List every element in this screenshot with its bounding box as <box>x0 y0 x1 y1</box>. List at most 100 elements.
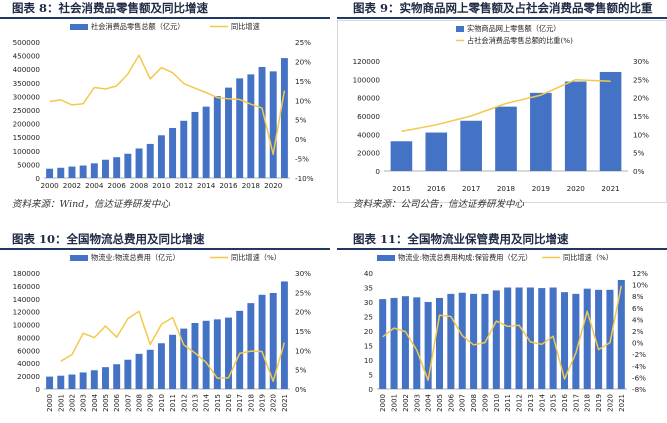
x-tick-label: 2007 <box>124 394 132 412</box>
bar <box>583 288 591 389</box>
left-tick-label: 40000 <box>17 359 40 368</box>
legend-label: 实物商品网上零售额（亿元） <box>467 24 560 33</box>
x-tick-label: 2002 <box>68 394 76 412</box>
x-tick-label: 2015 <box>392 184 410 193</box>
bar <box>102 367 109 389</box>
left-tick-label: 0 <box>35 385 40 394</box>
left-tick-label: 450000 <box>13 52 41 61</box>
legend-label: 占社会消费品零售总额的比重(%) <box>467 36 573 45</box>
left-tick-label: 160000 <box>13 282 41 291</box>
left-tick-label: 50000 <box>17 160 40 169</box>
x-tick-label: 2014 <box>538 393 546 411</box>
bar <box>90 370 98 389</box>
bar <box>280 58 288 178</box>
bar <box>68 374 76 389</box>
bar <box>401 296 409 389</box>
left-tick-label: 140000 <box>13 295 41 304</box>
x-tick-label: 2020 <box>270 394 278 412</box>
legend-label: 同比增速（%） <box>563 253 613 262</box>
bar <box>236 78 244 178</box>
legend-swatch-bar <box>70 255 88 261</box>
left-tick-label: 150000 <box>13 133 41 142</box>
x-tick-label: 2006 <box>447 393 455 411</box>
left-tick-label: 100000 <box>13 321 41 330</box>
x-tick-label: 2021 <box>618 394 626 412</box>
bar <box>180 328 188 389</box>
right-tick-label: -2% <box>632 350 646 359</box>
chart-title: 图表 10：全国物流总费用及同比增速 <box>0 231 330 250</box>
bar <box>57 375 65 389</box>
left-tick-label: 120000 <box>13 308 41 317</box>
right-tick-label: 20% <box>633 94 649 103</box>
bar <box>202 106 210 178</box>
right-tick-label: 30% <box>295 269 311 278</box>
right-tick-label: 8% <box>632 292 644 301</box>
right-tick-label: 15% <box>295 77 311 86</box>
bar <box>79 165 87 178</box>
bar <box>247 74 255 178</box>
bar <box>258 294 266 389</box>
x-tick-label: 2001 <box>57 394 65 412</box>
x-tick-label: 2002 <box>63 181 81 190</box>
x-tick-label: 2018 <box>247 394 255 412</box>
x-tick-label: 2020 <box>567 184 586 193</box>
x-tick-label: 2008 <box>470 394 478 412</box>
x-tick-label: 2006 <box>113 393 121 411</box>
chart-title: 图表 11：全国物流业保管费用及同比增速 <box>337 231 667 250</box>
bar <box>560 292 569 389</box>
bar <box>90 163 98 178</box>
chart-title: 图表 8：社会消费品零售额及同比增速 <box>0 0 330 19</box>
bar <box>247 303 255 389</box>
x-tick-label: 2002 <box>402 394 410 412</box>
right-tick-label: 15% <box>295 327 311 336</box>
legend-swatch-bar <box>377 255 395 261</box>
x-tick-label: 2011 <box>169 394 177 412</box>
left-tick-label: 0 <box>375 167 380 176</box>
x-tick-label: 2011 <box>504 394 512 412</box>
right-tick-label: 10% <box>295 346 311 355</box>
bar <box>280 281 288 389</box>
bar <box>225 317 232 389</box>
bar <box>57 167 65 178</box>
x-tick-label: 2014 <box>197 181 216 190</box>
bar <box>113 364 121 389</box>
x-tick-label: 2004 <box>85 181 104 190</box>
bar <box>169 127 177 178</box>
x-tick-label: 2005 <box>102 394 110 412</box>
left-tick-label: 250000 <box>13 106 41 115</box>
right-tick-label: -10% <box>295 174 314 183</box>
x-tick-label: 2013 <box>191 394 199 412</box>
x-tick-label: 2005 <box>436 394 444 412</box>
bar <box>425 132 448 171</box>
right-tick-label: 15% <box>633 112 649 121</box>
bar <box>135 353 143 389</box>
bar <box>102 159 109 178</box>
right-tick-label: 2% <box>632 327 644 336</box>
panel-online-retail: 图表 9：实物商品网上零售额及占社会消费品零售额的比重 0 20000 40000 6… <box>337 0 667 210</box>
legend-label: 社会消费品零售总额（亿元） <box>91 22 184 31</box>
legend-label: 物流业:物流总费用构成:保管费用（亿元） <box>398 253 532 262</box>
x-tick-label: 2018 <box>497 184 516 193</box>
panel-logistics-cost: 图表 10：全国物流总费用及同比增速 0 20000 40000 60000 80000… <box>0 231 330 423</box>
x-tick-label: 2018 <box>242 181 261 190</box>
x-tick-label: 2009 <box>147 394 155 412</box>
right-tick-label: 6% <box>632 304 644 313</box>
bar <box>46 376 54 389</box>
left-tick-label: 35 <box>364 284 373 293</box>
x-tick-label: 2010 <box>152 181 171 190</box>
x-tick-label: 2021 <box>601 184 619 193</box>
bar <box>113 157 121 178</box>
chart-source: 资料来源：Wind，信达证券研发中心 <box>12 199 170 210</box>
left-tick-label: 5 <box>368 371 373 380</box>
bar <box>458 292 466 389</box>
bar <box>599 71 622 171</box>
x-tick-label: 2019 <box>259 394 267 412</box>
bar <box>213 96 221 178</box>
bar <box>447 293 455 389</box>
left-tick-label: 20000 <box>17 372 40 381</box>
series-line <box>382 285 623 382</box>
right-tick-label: 0% <box>632 339 644 348</box>
bar <box>236 310 244 389</box>
bar <box>213 319 221 389</box>
bar <box>424 302 432 389</box>
